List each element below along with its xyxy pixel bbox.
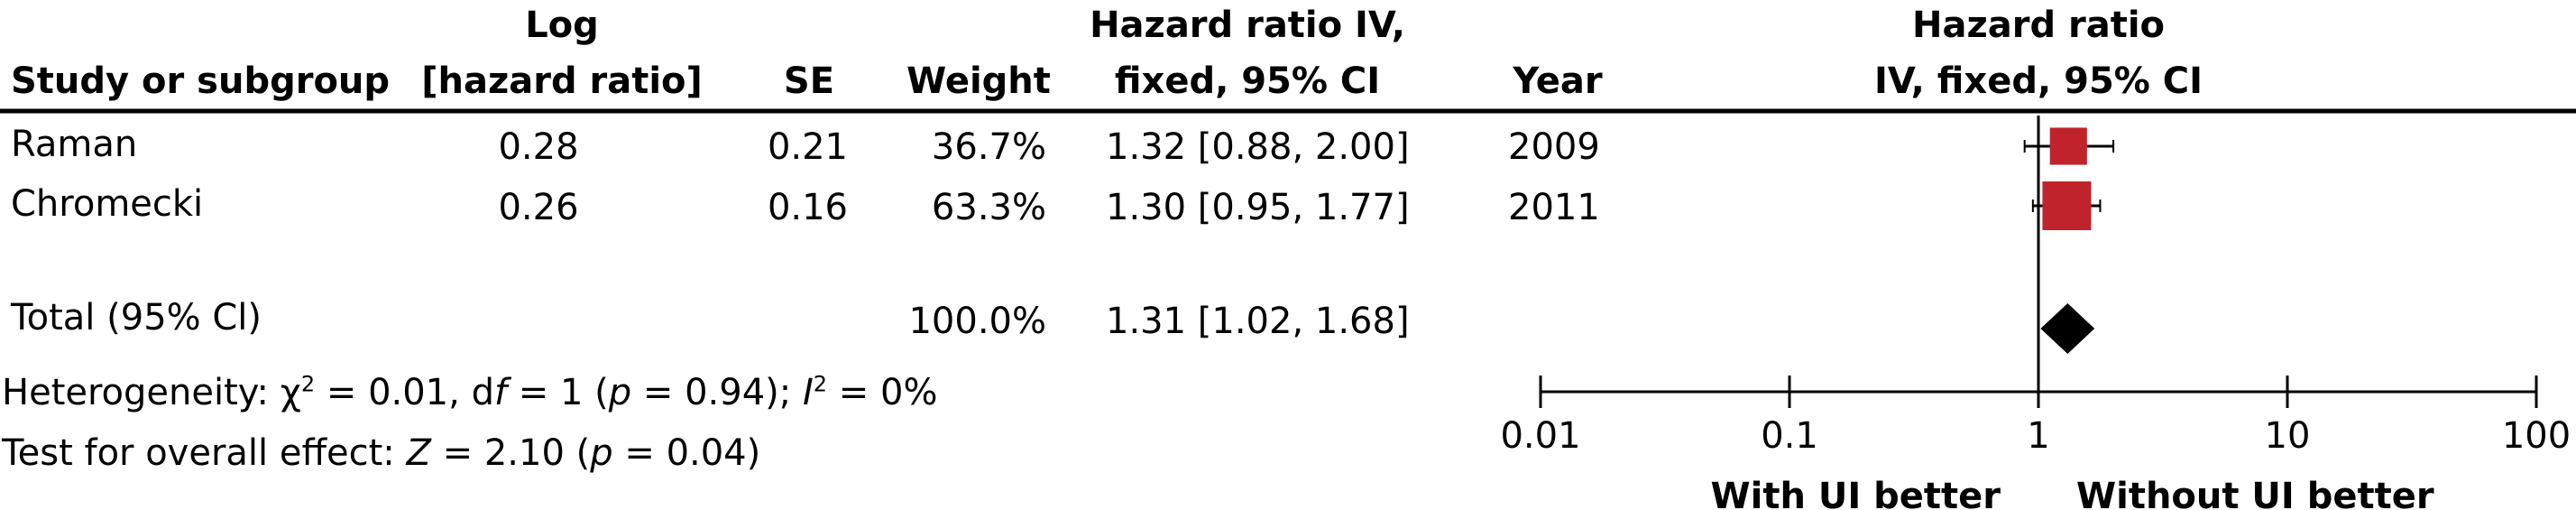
row-ci-chromecki: 1.30 [0.95, 1.77] bbox=[1106, 187, 1410, 228]
total-weight: 100.0% bbox=[908, 301, 1046, 342]
x-tick-label: 1 bbox=[2027, 415, 2049, 457]
study-square bbox=[2042, 181, 2092, 230]
overall-effect-text: Test for overall effect: Z = 2.10 (p = 0… bbox=[2, 432, 761, 474]
row-study-chromecki: Chromecki bbox=[11, 183, 204, 225]
row-weight-raman: 36.7% bbox=[931, 126, 1046, 168]
header-weight: Weight bbox=[906, 60, 1051, 102]
pooled-diamond bbox=[2040, 303, 2095, 354]
study-square bbox=[2049, 127, 2087, 165]
header-log-line1: Log bbox=[525, 5, 599, 46]
heterogeneity-text: Heterogeneity: χ2 = 0.01, df = 1 (p = 0.… bbox=[2, 371, 938, 413]
favours-right-label: Without UI better bbox=[2076, 476, 2434, 510]
row-se-chromecki: 0.16 bbox=[767, 187, 848, 228]
header-year: Year bbox=[1513, 60, 1603, 102]
row-study-raman: Raman bbox=[11, 124, 138, 165]
row-ci-raman: 1.32 [0.88, 2.00] bbox=[1106, 126, 1410, 168]
x-tick-label: 10 bbox=[2265, 415, 2311, 457]
header-plot-line1: Hazard ratio bbox=[1911, 5, 2166, 46]
favours-left-label: With UI better bbox=[1710, 476, 2001, 510]
row-loghr-chromecki: 0.26 bbox=[498, 187, 579, 228]
row-year-chromecki: 2011 bbox=[1508, 187, 1600, 228]
row-year-raman: 2009 bbox=[1508, 126, 1600, 168]
x-tick-label: 0.1 bbox=[1761, 415, 1818, 457]
header-se: SE bbox=[783, 60, 835, 102]
x-tick-label: 0.01 bbox=[1500, 415, 1580, 457]
total-ci: 1.31 [1.02, 1.68] bbox=[1106, 301, 1410, 342]
row-se-raman: 0.21 bbox=[767, 126, 848, 168]
row-weight-chromecki: 63.3% bbox=[931, 187, 1046, 228]
row-loghr-raman: 0.28 bbox=[498, 126, 579, 168]
header-hr-line2: fixed, 95% CI bbox=[1114, 60, 1381, 102]
total-label: Total (95% Cl) bbox=[11, 297, 262, 338]
header-plot-line2: IV, fixed, 95% CI bbox=[1873, 60, 2203, 102]
header-log-line2: [hazard ratio] bbox=[421, 60, 703, 102]
header-hr-line1: Hazard ratio IV, bbox=[1090, 5, 1405, 46]
x-tick-label: 100 bbox=[2502, 415, 2571, 457]
header-study: Study or subgroup bbox=[11, 60, 391, 102]
